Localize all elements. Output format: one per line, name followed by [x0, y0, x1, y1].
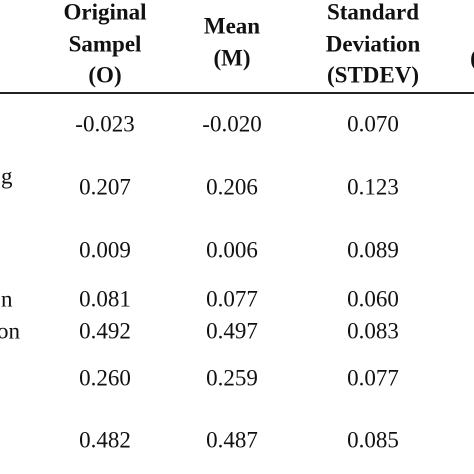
cell-value: 0.207	[79, 174, 131, 200]
column-header: Sampel	[68, 31, 142, 57]
column-header: (M)	[213, 45, 251, 71]
cell-value: 0.077	[347, 365, 399, 391]
row-label: n	[1, 286, 13, 312]
row-label: on	[0, 318, 20, 344]
cell-value: 0.259	[206, 365, 258, 391]
cell-value: 0.492	[79, 318, 131, 344]
cell-value: 0.009	[79, 237, 131, 263]
column-header: (O)	[88, 62, 122, 88]
cell-value: -0.023	[75, 111, 135, 137]
column-header: Deviation	[325, 31, 421, 57]
column-header: Mean	[203, 13, 261, 39]
cell-value: 0.083	[347, 318, 399, 344]
column-header: Standard	[326, 0, 420, 25]
cell-value: 0.077	[206, 286, 258, 312]
cell-value: 0.497	[206, 318, 258, 344]
cell-value: 0.487	[206, 427, 258, 453]
cell-value: 0.006	[206, 237, 258, 263]
cell-value: 0.060	[347, 286, 399, 312]
cell-value: 0.085	[347, 427, 399, 453]
column-header: Original	[63, 0, 147, 25]
cell-value: 0.482	[79, 427, 131, 453]
cell-value: 0.089	[347, 237, 399, 263]
cell-value: -0.020	[202, 111, 262, 137]
cell-value: 0.206	[206, 174, 258, 200]
cell-value: 0.070	[347, 111, 399, 137]
cell-value: 0.123	[347, 174, 399, 200]
cell-value: 0.081	[79, 286, 131, 312]
column-header: (	[470, 47, 474, 70]
row-label: g	[1, 163, 13, 189]
column-header: (STDEV)	[326, 62, 420, 88]
header-rule	[0, 92, 474, 94]
cell-value: 0.260	[79, 365, 131, 391]
